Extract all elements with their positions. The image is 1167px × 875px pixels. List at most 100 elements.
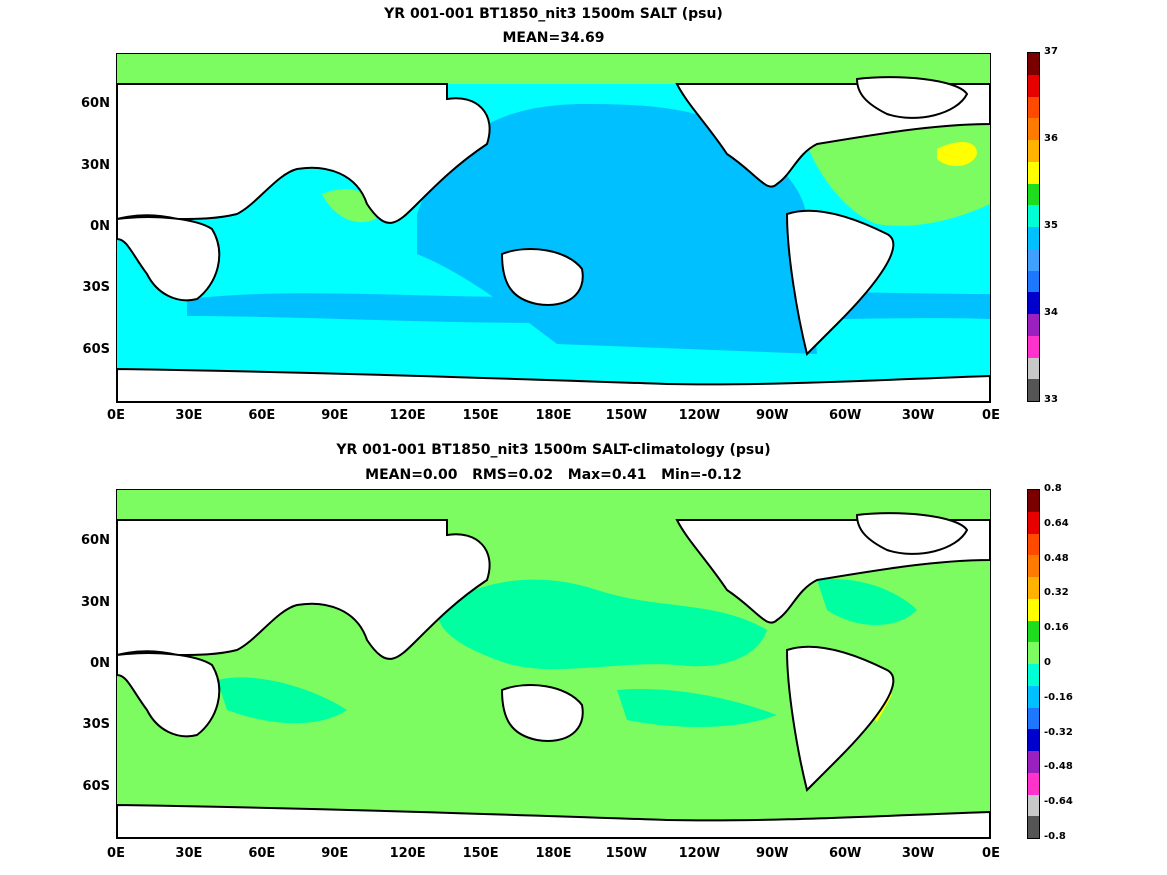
panel1-lat-label: 60N	[81, 96, 110, 111]
panel2-anomaly-patch	[437, 579, 767, 670]
panel2-colorbar-swatch	[1028, 664, 1039, 686]
panel1-colorbar-swatch	[1028, 161, 1039, 184]
panel1-lon-label: 120W	[678, 408, 721, 423]
panel2-lon-label: 150E	[462, 846, 499, 861]
panel1-south-band	[187, 291, 990, 323]
panel2-colorbar-label: 0.64	[1044, 517, 1069, 529]
panel1-lon-label: 150E	[462, 408, 499, 423]
panel1-colorbar-swatch	[1028, 292, 1039, 314]
panel1-colorbar-swatch	[1028, 96, 1039, 119]
panel1-lat-label: 30S	[82, 280, 110, 295]
panel2-lon-label: 60E	[248, 846, 276, 861]
panel1-lon-label: 30E	[175, 408, 203, 423]
panel1-colorbar-label: 36	[1044, 133, 1058, 144]
panel1-lon-label: 30W	[901, 408, 935, 423]
panel1-colorbar-swatch	[1028, 74, 1039, 97]
panel2-lon-label: 30W	[901, 846, 935, 861]
panel2-colorbar-swatch	[1028, 772, 1039, 795]
panel2-colorbar-swatch	[1028, 533, 1039, 556]
panel2-colorbar-label: 0.8	[1044, 483, 1062, 494]
panel2-lat-label: 60S	[82, 779, 110, 794]
panel2-colorbar-label: 0.16	[1044, 622, 1069, 634]
panel2-colorbar-swatch	[1028, 490, 1039, 512]
panel1-lon-label: 60W	[828, 408, 862, 423]
panel1-med-outflow	[937, 142, 977, 166]
panel1-colorbar-swatch	[1028, 335, 1039, 358]
panel2-colorbar-label: -0.48	[1044, 761, 1073, 773]
panel2-lon-label: 90E	[321, 846, 349, 861]
panel2-colorbar-swatch	[1028, 620, 1039, 643]
panel2-title: YR 001-001 BT1850_nit3 1500m SALT-climat…	[336, 442, 771, 458]
panel1-colorbar-swatch	[1028, 314, 1039, 336]
panel1-colorbar-swatch	[1028, 205, 1039, 227]
panel1-map	[116, 53, 991, 403]
panel1-colorbar-swatch	[1028, 140, 1039, 162]
panel1-lat-label: 0N	[90, 219, 110, 234]
panel1-title: YR 001-001 BT1850_nit3 1500m SALT (psu)	[384, 6, 723, 22]
panel1-land	[117, 76, 990, 402]
panel1-colorbar-swatch	[1028, 118, 1039, 140]
panel2-lon-label: 150W	[605, 846, 648, 861]
panel2-colorbar-swatch	[1028, 751, 1039, 773]
panel1-arctic	[117, 54, 990, 84]
panel2-colorbar-swatch	[1028, 794, 1039, 817]
panel1-colorbar-label: 37	[1044, 46, 1058, 57]
panel2-lon-label: 120E	[389, 846, 426, 861]
panel2-colorbar-label: -0.16	[1044, 691, 1073, 703]
panel2-colorbar-swatch	[1028, 555, 1039, 577]
panel2-lat-label: 30S	[82, 717, 110, 732]
panel1-lat-label: 30N	[81, 158, 110, 173]
panel2-land	[117, 512, 990, 838]
panel2-colorbar-label: 0.32	[1044, 587, 1069, 599]
panel1-lon-label: 180E	[535, 408, 572, 423]
panel2-lat-label: 0N	[90, 656, 110, 671]
panel1-colorbar	[1027, 52, 1040, 402]
panel1-lon-label: 150W	[605, 408, 648, 423]
panel2-colorbar	[1027, 489, 1040, 839]
panel1-lon-label: 120E	[389, 408, 426, 423]
panel2-lon-label: 30E	[175, 846, 203, 861]
panel2-anomaly-patch	[617, 689, 777, 727]
panel1-colorbar-swatch	[1028, 227, 1039, 249]
panel2-colorbar-swatch	[1028, 577, 1039, 599]
panel2-colorbar-label: 0.48	[1044, 552, 1069, 564]
panel2-colorbar-swatch	[1028, 816, 1039, 838]
panel2-colorbar-label: -0.32	[1044, 726, 1073, 738]
panel2-lon-label: 90W	[756, 846, 789, 861]
panel1-colorbar-label: 34	[1044, 307, 1058, 318]
panel2-colorbar-swatch	[1028, 511, 1039, 534]
panel2-map-svg	[117, 490, 990, 838]
panel1-colorbar-swatch	[1028, 183, 1039, 206]
panel1-colorbar-swatch	[1028, 357, 1039, 380]
panel2-subtitle: MEAN=0.00 RMS=0.02 Max=0.41 Min=-0.12	[365, 467, 742, 483]
panel1-colorbar-swatch	[1028, 270, 1039, 293]
panel1-colorbar-label: 35	[1044, 220, 1058, 231]
panel1-lon-label: 0E	[107, 408, 125, 423]
panel2-colorbar-swatch	[1028, 642, 1039, 664]
panel2-anomaly-patch	[217, 677, 347, 724]
panel2-colorbar-label: -0.64	[1044, 796, 1073, 808]
panel1-lat-label: 60S	[82, 342, 110, 357]
panel2-lon-label: 180E	[535, 846, 572, 861]
panel2-colorbar-swatch	[1028, 685, 1039, 708]
panel2-colorbar-label: -0.8	[1044, 831, 1066, 842]
panel2-colorbar-label: 0	[1044, 657, 1051, 668]
panel1-colorbar-label: 33	[1044, 394, 1058, 405]
panel2-map	[116, 489, 991, 839]
panel2-anomaly-patch	[817, 579, 917, 625]
panel2-colorbar-swatch	[1028, 598, 1039, 621]
panel1-subtitle: MEAN=34.69	[502, 30, 605, 46]
panel2-lon-label: 0E	[982, 846, 1000, 861]
panel1-colorbar-swatch	[1028, 53, 1039, 75]
panel2-lat-label: 60N	[81, 533, 110, 548]
panel2-colorbar-swatch	[1028, 729, 1039, 751]
panel1-lon-label: 60E	[248, 408, 276, 423]
panel1-colorbar-swatch	[1028, 379, 1039, 401]
panel1-lon-label: 90E	[321, 408, 349, 423]
panel1-lon-label: 90W	[756, 408, 789, 423]
panel2-lon-label: 0E	[107, 846, 125, 861]
panel2-colorbar-swatch	[1028, 707, 1039, 730]
panel2-lat-label: 30N	[81, 595, 110, 610]
panel1-colorbar-swatch	[1028, 248, 1039, 271]
panel2-lon-label: 60W	[828, 846, 862, 861]
